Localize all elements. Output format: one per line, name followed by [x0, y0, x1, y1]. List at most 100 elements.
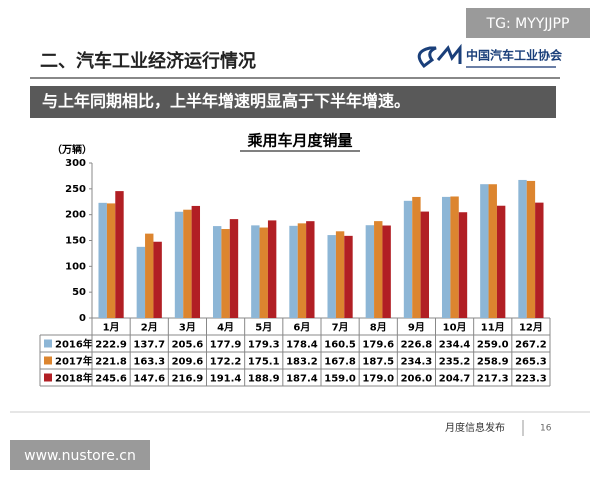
table-value: 205.6	[172, 340, 204, 351]
table-value: 178.4	[286, 340, 318, 351]
table-value: 188.9	[248, 374, 280, 385]
table-value: 172.2	[210, 357, 242, 368]
x-tick-label: 11月	[481, 322, 505, 334]
bar	[267, 220, 277, 318]
legend-swatch	[44, 356, 52, 365]
table-value: 179.6	[362, 340, 394, 351]
x-tick-label: 9月	[408, 322, 425, 334]
table-value: 234.4	[439, 340, 471, 351]
table-value: 267.2	[515, 340, 547, 351]
table-value: 137.7	[133, 340, 165, 351]
banner: 与上年同期相比，上半年增速明显高于下半年增速。	[42, 92, 410, 111]
bar	[229, 219, 239, 318]
table-value: 221.8	[95, 357, 127, 368]
bar	[259, 227, 268, 318]
bar	[344, 235, 353, 318]
bar	[297, 223, 307, 318]
legend-label: 2016年	[55, 338, 93, 351]
bar	[458, 212, 468, 318]
y-tick-label: 250	[65, 184, 86, 195]
x-tick-label: 10月	[443, 322, 467, 334]
bar	[221, 229, 230, 318]
watermark-box	[466, 8, 590, 38]
bar	[420, 211, 430, 318]
table-value: 179.0	[362, 374, 394, 385]
x-tick-label: 2月	[141, 322, 158, 334]
legend-label: 2017年	[55, 355, 93, 368]
bar	[98, 202, 107, 318]
watermark: TG: MYYJJPP	[486, 16, 570, 32]
y-tick-label: 0	[79, 313, 86, 324]
bar	[145, 233, 154, 318]
bar	[191, 205, 201, 318]
y-tick-label: 50	[72, 287, 86, 298]
table-value: 191.4	[210, 374, 242, 385]
bar	[518, 179, 527, 318]
x-tick-label: 12月	[519, 322, 543, 334]
bar	[450, 196, 459, 318]
table-value: 159.0	[324, 374, 356, 385]
watermark: www.nustore.cn	[24, 448, 136, 464]
bar	[153, 241, 162, 318]
x-tick-label: 1月	[103, 322, 120, 334]
legend-swatch	[44, 373, 52, 382]
table-value: 183.2	[286, 357, 318, 368]
bar	[106, 203, 116, 318]
table-value: 167.8	[324, 357, 356, 368]
table-value: 226.8	[401, 340, 433, 351]
table-value: 259.0	[477, 340, 509, 351]
bar	[526, 180, 536, 318]
bar	[365, 225, 375, 318]
x-tick-label: 8月	[370, 322, 387, 334]
table-value: 258.9	[477, 357, 509, 368]
bar	[306, 221, 315, 318]
logo-mark	[417, 43, 462, 69]
y-tick-label: 150	[65, 236, 86, 247]
legend-swatch	[44, 339, 52, 348]
page-number: 16	[540, 424, 552, 434]
table-value: 245.6	[95, 374, 127, 385]
legend-label: 2018年	[55, 372, 93, 385]
x-tick-label: 4月	[217, 322, 234, 334]
slide-title: 二、汽车工业经济运行情况	[40, 50, 256, 72]
bar	[183, 209, 192, 318]
logo-text: 中国汽车工业协会	[466, 48, 563, 63]
table-value: 209.6	[172, 357, 204, 368]
x-tick-label: 3月	[179, 322, 196, 334]
bar	[382, 225, 391, 318]
y-tick-label: 200	[65, 210, 86, 221]
table-value: 177.9	[210, 340, 242, 351]
table-value: 187.5	[362, 357, 394, 368]
table-value: 222.9	[95, 340, 127, 351]
table-value: 235.2	[439, 357, 471, 368]
bar	[174, 211, 184, 318]
y-tick-label: 100	[65, 261, 86, 272]
footer-text: 月度信息发布	[445, 421, 505, 434]
bar	[335, 231, 345, 318]
table-value: 223.3	[515, 374, 547, 385]
table-value: 187.4	[286, 374, 318, 385]
table-value: 204.7	[439, 374, 471, 385]
x-tick-label: 7月	[332, 322, 349, 334]
bar	[441, 196, 451, 318]
table-value: 217.3	[477, 374, 509, 385]
bar	[212, 226, 222, 318]
bar	[374, 221, 383, 318]
watermark-box	[10, 440, 150, 470]
table-value: 206.0	[401, 374, 433, 385]
table-value: 179.3	[248, 340, 280, 351]
x-tick-label: 5月	[255, 322, 272, 334]
bar	[412, 196, 421, 318]
table-value: 216.9	[172, 374, 204, 385]
bar	[136, 246, 146, 318]
table-value: 147.6	[133, 374, 165, 385]
table-value: 175.1	[248, 357, 280, 368]
table-value: 265.3	[515, 357, 547, 368]
y-axis-label: （万辆）	[52, 143, 92, 156]
table-value: 160.5	[324, 340, 356, 351]
bar	[115, 191, 124, 318]
bar	[251, 225, 260, 318]
bar	[535, 202, 544, 318]
bar	[289, 225, 298, 318]
